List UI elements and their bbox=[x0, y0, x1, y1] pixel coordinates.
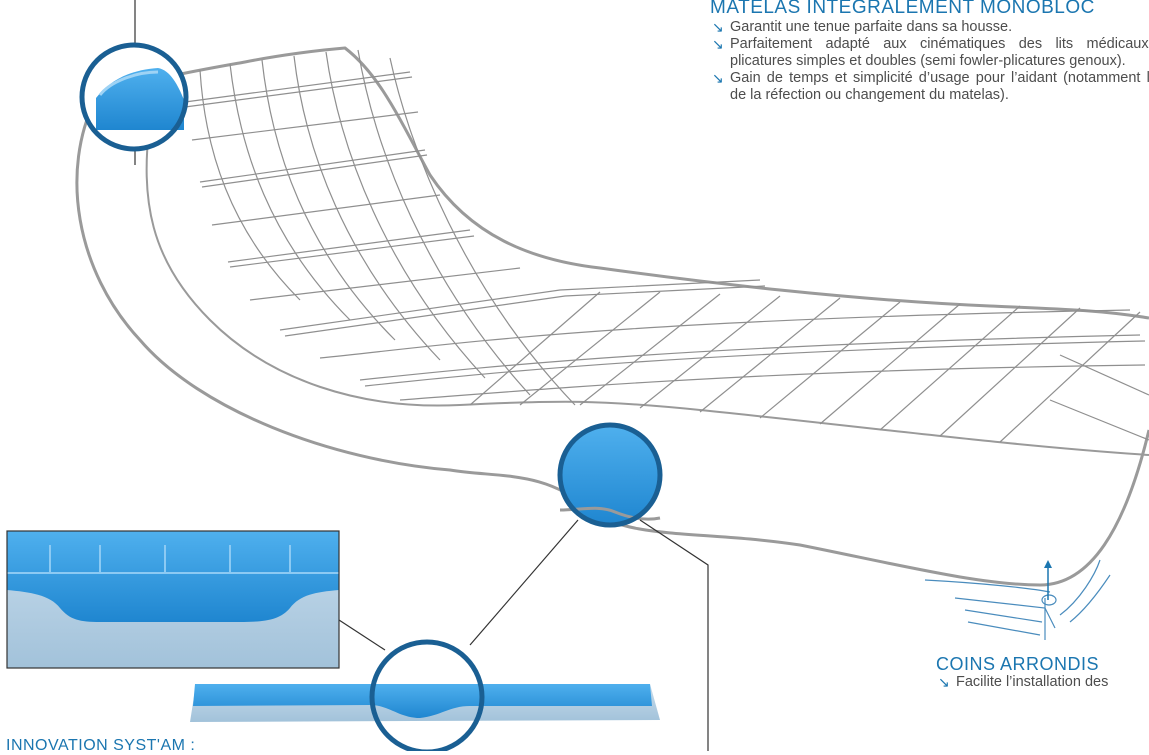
innovation-heading: INNOVATION SYST'AM : bbox=[6, 737, 196, 754]
mattress-grid bbox=[184, 49, 1149, 443]
arrow-down-right-icon: ↘ bbox=[712, 70, 724, 86]
arrow-down-right-icon: ↘ bbox=[712, 19, 724, 35]
corners-heading: COINS ARRONDIS bbox=[936, 654, 1100, 674]
list-item: ↘ Parfaitement adapté aux cinématiques de… bbox=[712, 36, 1149, 69]
list-item: ↘ Garantit une tenue parfaite dans sa hou… bbox=[712, 19, 1013, 35]
rounded-corner-detail bbox=[924, 559, 1111, 640]
corner-arrow-head bbox=[1044, 560, 1052, 568]
list-item: ↘ Facilite l’installation des bbox=[938, 674, 1109, 690]
arrow-down-right-icon: ↘ bbox=[938, 674, 950, 690]
monobloc-bullets: ↘ Garantit une tenue parfaite dans sa hou… bbox=[710, 19, 1149, 104]
middle-zoom-circle bbox=[557, 422, 663, 528]
arrow-down-right-icon: ↘ bbox=[712, 36, 724, 52]
callout-line-mid-left bbox=[469, 519, 579, 646]
monobloc-heading: MATELAS INTÉGRALEMENT MONOBLOC bbox=[710, 0, 1095, 18]
corners-bullets: ↘ Facilite l’installation des bbox=[936, 674, 1149, 691]
list-item: ↘ Gain de temps et simplicité d’usage pou… bbox=[712, 70, 1149, 103]
callout-line-mid-right bbox=[639, 519, 709, 751]
mattress-inner-line bbox=[145, 119, 1149, 456]
foam-detail-inset bbox=[6, 530, 340, 669]
callout-line-inset bbox=[338, 619, 386, 651]
foam-block-zoom-circle bbox=[369, 639, 485, 751]
foam-block bbox=[190, 684, 660, 722]
corner-zoom-circle bbox=[79, 42, 189, 152]
